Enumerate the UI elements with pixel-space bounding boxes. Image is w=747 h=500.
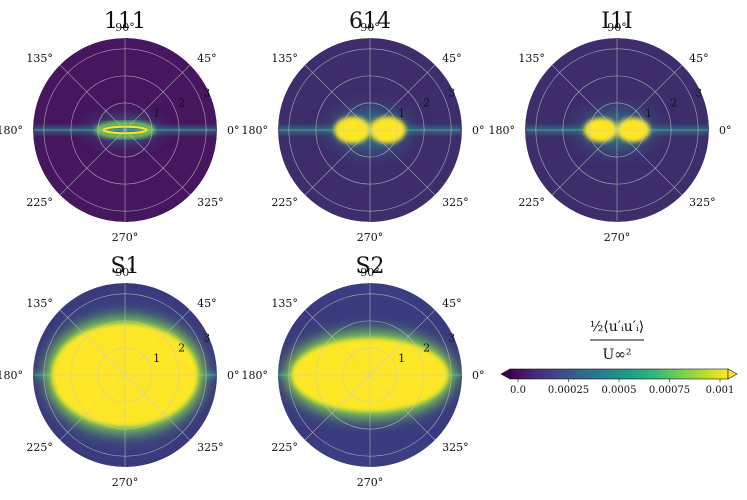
panel-title: 111 (104, 9, 146, 34)
panel-title: 614 (349, 9, 391, 34)
colorbar: ½⟨u′ᵢu′ᵢ⟩ U∞² 0.0 0.00025 0.0005 0.00075 0.0… (500, 319, 738, 396)
angle-tick-label: 180° (0, 124, 23, 137)
colorbar-gradient (509, 368, 729, 380)
angle-tick-label: 225° (518, 196, 545, 209)
colorbar-extend-min (500, 368, 511, 380)
radial-tick-label: 2 (178, 342, 185, 355)
angle-tick-label: 270° (604, 231, 631, 244)
colorbar-tick-label: 0.0 (510, 385, 526, 396)
angle-tick-label: 135° (26, 52, 53, 65)
angle-tick-label: 180° (0, 369, 23, 382)
angle-tick-label: 90° (115, 21, 135, 34)
angle-tick-label: 225° (271, 441, 298, 454)
angle-tick-label: 180° (489, 124, 516, 137)
angle-tick-label: 325° (442, 196, 469, 209)
colorbar-tick-label: 0.00025 (548, 385, 589, 396)
angle-tick-label: 325° (197, 441, 224, 454)
radial-tick-label: 3 (203, 87, 210, 100)
grid-spoke (304, 64, 436, 196)
radial-tick-label: 1 (398, 107, 405, 120)
radial-tick-label: 2 (178, 97, 185, 110)
angle-tick-label: 135° (271, 297, 298, 310)
angle-tick-label: 0° (472, 369, 485, 382)
radial-tick-label: 2 (423, 97, 430, 110)
colorbar-tick-label: 0.001 (706, 385, 735, 396)
angle-tick-label: 90° (607, 21, 627, 34)
angle-tick-label: 0° (719, 124, 732, 137)
grid-spoke (551, 64, 683, 196)
radial-tick-label: 3 (695, 87, 702, 100)
grid-spoke (59, 309, 191, 441)
angle-tick-label: 325° (442, 441, 469, 454)
angle-tick-label: 90° (360, 266, 380, 279)
colorbar-label-denominator: U∞² (602, 347, 631, 363)
radial-tick-label: 3 (448, 332, 455, 345)
angle-tick-label: 225° (271, 196, 298, 209)
radial-tick-label: 2 (423, 342, 430, 355)
angle-tick-label: 270° (357, 476, 384, 489)
angle-tick-label: 180° (242, 369, 269, 382)
radial-tick-label: 3 (203, 332, 210, 345)
panel-title: S2 (355, 254, 384, 279)
angle-tick-label: 90° (360, 21, 380, 34)
radial-tick-label: 1 (645, 107, 652, 120)
angle-tick-label: 135° (26, 297, 53, 310)
angle-tick-label: 0° (472, 124, 485, 137)
angle-tick-label: 135° (518, 52, 545, 65)
angle-tick-label: 325° (689, 196, 716, 209)
angle-tick-label: 45° (197, 297, 217, 310)
angle-tick-label: 270° (357, 231, 384, 244)
angle-tick-label: 0° (227, 369, 240, 382)
angle-tick-label: 325° (197, 196, 224, 209)
angle-tick-label: 180° (242, 124, 269, 137)
radial-tick-label: 1 (398, 352, 405, 365)
panel-title: I1I (601, 9, 632, 34)
colorbar-label-numerator: ½⟨u′ᵢu′ᵢ⟩ (590, 319, 645, 335)
angle-tick-label: 45° (442, 297, 462, 310)
radial-tick-label: 1 (153, 107, 160, 120)
angle-tick-label: 225° (26, 196, 53, 209)
grid-spoke (304, 309, 436, 441)
colorbar-tick-label: 0.00075 (649, 385, 690, 396)
colorbar-extend-max (727, 368, 738, 380)
angle-tick-label: 270° (112, 231, 139, 244)
grid-spoke (59, 64, 191, 196)
angle-tick-label: 0° (227, 124, 240, 137)
panel-title: S1 (110, 254, 139, 279)
angle-tick-label: 225° (26, 441, 53, 454)
radial-tick-label: 3 (448, 87, 455, 100)
colorbar-tick-label: 0.0005 (602, 385, 637, 396)
radial-tick-label: 1 (153, 352, 160, 365)
angle-tick-label: 270° (112, 476, 139, 489)
angle-tick-label: 45° (197, 52, 217, 65)
angle-tick-label: 135° (271, 52, 298, 65)
angle-tick-label: 90° (115, 266, 135, 279)
radial-tick-label: 2 (670, 97, 677, 110)
angle-tick-label: 45° (442, 52, 462, 65)
angle-tick-label: 45° (689, 52, 709, 65)
